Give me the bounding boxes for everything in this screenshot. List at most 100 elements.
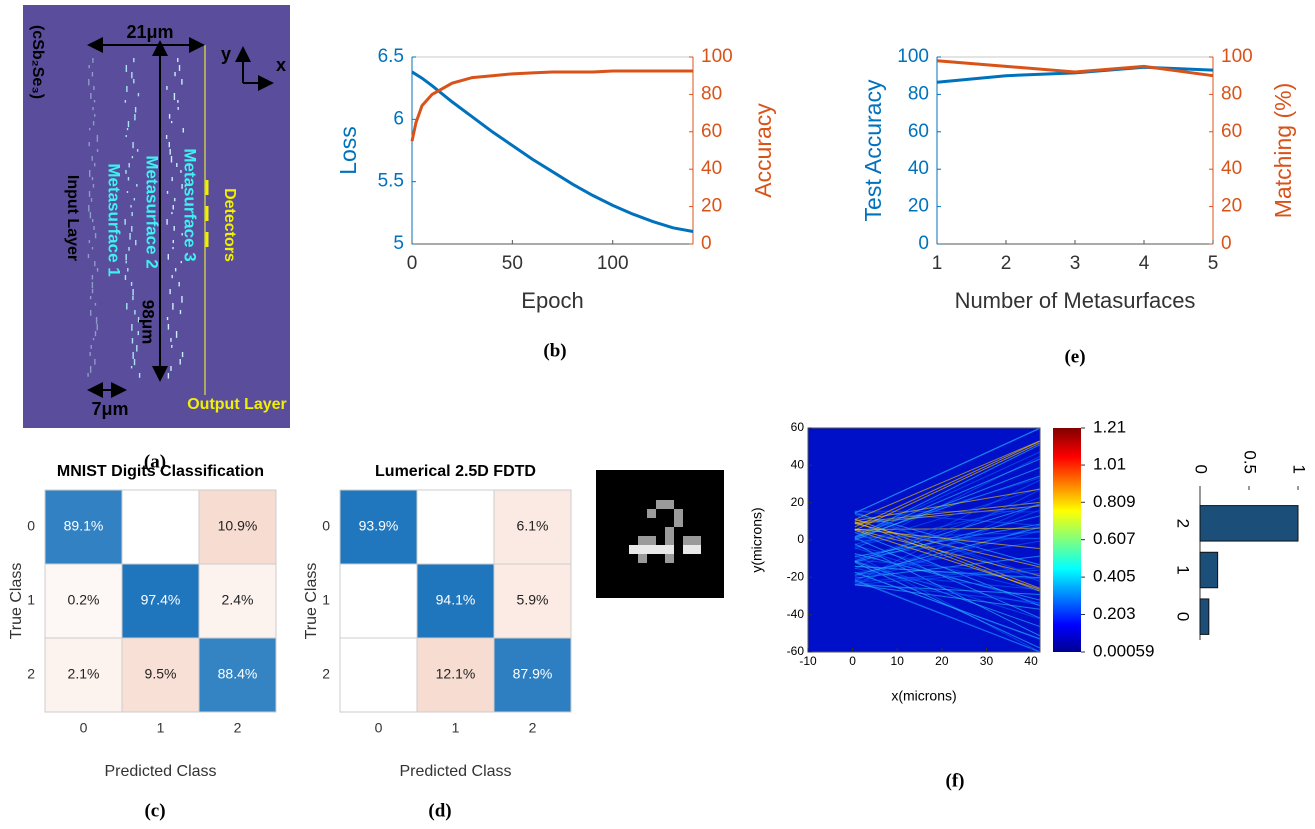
y-tick-label: 60 (791, 420, 805, 434)
y2-axis-label: Matching (%) (1270, 83, 1296, 218)
digit-pixel (647, 509, 656, 518)
x-tick-label: 20 (935, 654, 949, 668)
y2-tick-label: 20 (701, 196, 722, 217)
panel-label: (b) (543, 340, 566, 361)
digit-pixel (629, 545, 638, 554)
axis-x-label: x (276, 55, 286, 75)
y2-tick-label: 40 (701, 158, 722, 179)
x-tick-label: 2 (234, 720, 242, 736)
x-tick-label: 50 (502, 253, 523, 274)
y2-tick-label: 0 (701, 233, 712, 254)
x-axis-label: Predicted Class (399, 763, 511, 780)
plot-area (412, 57, 693, 244)
y-axis-label: Test Accuracy (860, 79, 886, 221)
y-tick-label: 40 (908, 158, 929, 179)
cell-label: 9.5% (145, 666, 177, 682)
digit-pixel (665, 545, 674, 554)
y-tick-label: 1 (322, 592, 330, 608)
x-axis-label: Epoch (521, 288, 583, 313)
digit-pixel (638, 536, 647, 545)
cell-label: 88.4% (218, 666, 258, 682)
x-tick-label: 100 (597, 253, 629, 274)
y-tick-label: -40 (787, 607, 805, 621)
y2-tick-label: 100 (701, 46, 733, 67)
y-tick-label: 1 (27, 592, 35, 608)
x-axis-label: Predicted Class (104, 763, 216, 780)
cell-label: 87.9% (513, 666, 553, 682)
digit-pixel (638, 545, 647, 554)
chart-title: Lumerical 2.5D FDTD (375, 463, 536, 480)
y2-tick-label: 0 (1221, 233, 1232, 254)
y-tick-label: 2 (27, 666, 35, 682)
x-tick-label: 5 (1208, 253, 1219, 274)
colorbar-tick-label: 0.809 (1093, 492, 1136, 511)
x-tick-label: 1 (157, 720, 165, 736)
x-tick-label: 40 (1024, 654, 1038, 668)
x-axis-label: x(microns) (891, 688, 956, 704)
colorbar-tick-label: 0.405 (1093, 567, 1136, 586)
y-tick-label: -60 (787, 644, 805, 658)
digit-pixel (665, 554, 674, 563)
cell-border (340, 564, 417, 638)
cell-label: 89.1% (64, 518, 104, 534)
cell-label: 6.1% (517, 518, 549, 534)
material-label: (cSb₂Se₃) (29, 25, 46, 99)
detectors-label: Detectors (221, 188, 238, 262)
y-tick-label: 6 (393, 108, 404, 129)
cell-border (122, 490, 199, 564)
width-label: 21μm (126, 22, 173, 42)
input-layer-label: Input Layer (64, 175, 81, 261)
digit-pixel (638, 554, 647, 563)
y-tick-label: 0 (322, 518, 330, 534)
digit-pixel (647, 536, 656, 545)
cell-label: 10.9% (218, 518, 258, 534)
cell-label: 0.2% (68, 592, 100, 608)
x-tick-label: 1 (452, 720, 460, 736)
digit-pixel (692, 545, 701, 554)
y-tick-label: 6.5 (378, 46, 404, 67)
y-axis-label: Loss (335, 126, 361, 175)
y2-tick-label: 40 (1221, 158, 1242, 179)
y-tick-label: 2 (322, 666, 330, 682)
colorbar-tick-label: 0.00059 (1093, 641, 1154, 660)
plot-area (937, 57, 1213, 244)
y2-tick-label: 80 (701, 83, 722, 104)
digit-pixel (647, 545, 656, 554)
digit-pixel (656, 545, 665, 554)
x-tick-label: 1 (932, 253, 943, 274)
colorbar-tick-label: 0.203 (1093, 604, 1136, 623)
y2-tick-label: 20 (1221, 196, 1242, 217)
metasurface-2-label: Metasurface 2 (143, 155, 162, 268)
figure: 21μm y x (cSb₂Se₃) Input Layer Metasurfa… (0, 0, 1315, 829)
x-tick-label: 0 (375, 720, 383, 736)
spacing-label: 7μm (91, 399, 128, 419)
digit-pixel (683, 536, 692, 545)
panel-label: (c) (144, 800, 165, 821)
cell-label: 2.4% (222, 592, 254, 608)
y-tick-label: 100 (897, 46, 929, 67)
chart-title: MNIST Digits Classification (57, 463, 264, 480)
y-tick-label: 0 (918, 233, 929, 254)
cell-border (417, 490, 494, 564)
bar (1200, 599, 1209, 634)
x-tick-label: 0.5 (1241, 450, 1260, 474)
y-tick-label: 40 (791, 458, 805, 472)
y-tick-label: 2 (1174, 519, 1193, 528)
y-tick-label: 0 (27, 518, 35, 534)
y-tick-label: 5 (393, 233, 404, 254)
cell-border (340, 638, 417, 712)
x-tick-label: 4 (1139, 253, 1150, 274)
colorbar (1053, 428, 1081, 652)
colorbar-tick-label: 0.607 (1093, 529, 1136, 548)
y2-tick-label: 60 (1221, 121, 1242, 142)
y-tick-label: 20 (791, 495, 805, 509)
cell-label: 2.1% (68, 666, 100, 682)
y-tick-label: 1 (1174, 565, 1193, 574)
x-axis-label: Number of Metasurfaces (955, 288, 1196, 313)
metasurface-3-label: Metasurface 3 (181, 148, 200, 261)
cell-label: 5.9% (517, 592, 549, 608)
y-tick-label: -20 (787, 570, 805, 584)
field-ray (855, 511, 1040, 512)
panel-label: (e) (1064, 346, 1085, 367)
digit-pixel (674, 509, 683, 518)
